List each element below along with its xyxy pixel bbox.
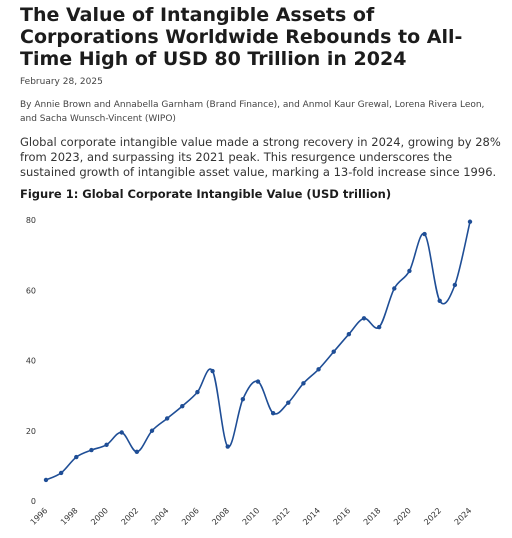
x-tick-label: 2024 xyxy=(453,506,474,527)
x-tick-label: 2016 xyxy=(332,506,353,527)
x-tick-label: 2012 xyxy=(271,506,292,527)
x-tick-label: 2014 xyxy=(301,506,322,527)
data-point xyxy=(195,389,200,395)
data-point xyxy=(437,298,442,303)
y-tick-label: 80 xyxy=(26,216,36,225)
y-tick-label: 40 xyxy=(26,357,36,366)
x-axis: 1996 1998 2000 2002 2004 2006 2008 2010 2012 2014… xyxy=(29,506,474,527)
data-point xyxy=(164,416,170,421)
data-point xyxy=(316,367,321,372)
data-point xyxy=(74,454,79,460)
data-point xyxy=(331,349,336,354)
data-point xyxy=(43,477,49,483)
x-tick-label: 2010 xyxy=(241,506,262,527)
y-axis: 0 20 40 60 80 xyxy=(26,216,36,506)
intangible-value-line-chart: 0 20 40 60 80 1996 1998 2000 2002 2004 2006 2008 20… xyxy=(26,216,474,527)
y-tick-label: 20 xyxy=(26,427,36,436)
data-point xyxy=(346,331,352,337)
x-tick-label: 2020 xyxy=(392,506,413,527)
data-point xyxy=(255,379,261,384)
data-point xyxy=(376,324,382,330)
x-tick-label: 2004 xyxy=(150,506,171,527)
data-point xyxy=(270,410,276,416)
x-tick-label: 2022 xyxy=(422,506,443,527)
article-intro: Global corporate intangible value made a… xyxy=(20,135,501,179)
y-tick-label: 0 xyxy=(31,497,36,506)
x-tick-label: 1996 xyxy=(29,506,50,527)
data-point xyxy=(89,447,94,453)
y-tick-label: 60 xyxy=(26,286,36,295)
data-point xyxy=(119,430,124,435)
x-tick-label: 2006 xyxy=(180,506,201,527)
data-point xyxy=(286,400,291,405)
data-point xyxy=(240,396,246,402)
data-point xyxy=(149,428,155,433)
series-line xyxy=(45,221,471,481)
data-point xyxy=(134,449,140,455)
x-tick-label: 2008 xyxy=(210,506,231,527)
data-point xyxy=(467,219,473,224)
x-tick-label: 2000 xyxy=(89,506,110,527)
data-point xyxy=(104,442,109,447)
data-point xyxy=(180,403,185,409)
data-point xyxy=(407,268,412,274)
article-title: The Value of Intangible Assets of Corpor… xyxy=(20,4,463,70)
article-date: February 28, 2025 xyxy=(20,77,103,87)
data-point xyxy=(422,231,427,237)
x-tick-label: 2018 xyxy=(362,506,383,527)
data-point xyxy=(392,286,397,291)
data-point xyxy=(210,368,215,374)
x-tick-label: 1998 xyxy=(59,506,80,527)
data-point xyxy=(301,381,306,386)
x-tick-label: 2002 xyxy=(120,506,141,527)
series-layer xyxy=(43,219,473,483)
data-point xyxy=(225,444,230,449)
data-point xyxy=(58,470,64,476)
data-point xyxy=(452,282,458,288)
figure-title: Figure 1: Global Corporate Intangible Va… xyxy=(20,187,392,201)
data-point xyxy=(361,316,367,321)
article-authors: By Annie Brown and Annabella Garnham (Br… xyxy=(20,100,485,124)
